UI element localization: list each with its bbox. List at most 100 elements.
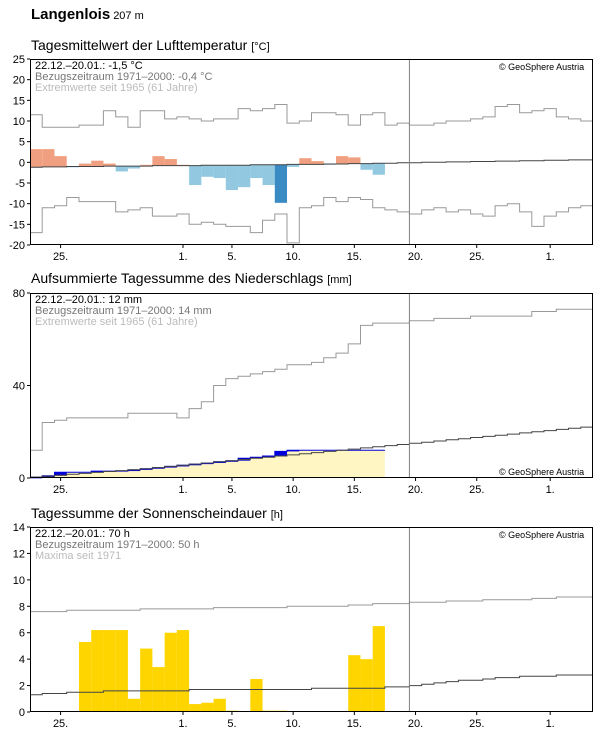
temperature-bar xyxy=(360,163,373,170)
precip-daily-block xyxy=(176,465,190,467)
sunshine-info: 22.12.–20.01.: 70 h Bezugszeitraum 1971–… xyxy=(35,529,200,562)
sunshine-bar xyxy=(127,698,141,712)
temperature-y-tick-label: 0 xyxy=(19,157,25,169)
temperature-bar xyxy=(262,164,275,186)
temperature-bar xyxy=(115,166,128,172)
temperature-bar xyxy=(372,163,385,175)
temperature-y-tick-label: -15 xyxy=(9,219,25,231)
temperature-y-tick-label: -20 xyxy=(9,240,25,252)
precip-unit: [mm] xyxy=(327,274,352,286)
temperature-y-tick-label: 10 xyxy=(13,116,25,128)
station-name: Langenlois xyxy=(31,6,111,23)
temperature-bar xyxy=(127,166,141,169)
temperature-x-tick-label: 25. xyxy=(53,251,68,263)
sunshine-y-tick-label: 8 xyxy=(19,601,25,613)
sunshine-bar xyxy=(78,641,92,712)
sunshine-maxima-note: Maxima seit 1971 xyxy=(35,550,122,562)
temperature-bar xyxy=(250,164,263,179)
sunshine-bar xyxy=(140,648,153,712)
precip-x-tick-label: 15. xyxy=(347,484,362,496)
sunshine-max-line xyxy=(30,596,593,613)
precip-title-text: Aufsummierte Tagessumme des Niederschlag… xyxy=(31,270,324,286)
sunshine-frame xyxy=(30,527,593,712)
sunshine-bar xyxy=(348,655,361,712)
precip-daily-block xyxy=(250,457,263,459)
precip-max-line xyxy=(30,308,593,451)
temperature-bar xyxy=(348,157,361,164)
sunshine-x-tick-label: 15. xyxy=(347,718,362,729)
sunshine-bar xyxy=(164,632,177,712)
sunshine-bar xyxy=(372,626,385,712)
temperature-frame xyxy=(30,59,593,245)
precip-reference-value: Bezugszeitraum 1971–2000: 14 mm xyxy=(35,305,212,317)
copyright-sunshine: © GeoSphere Austria xyxy=(499,530,585,540)
sunshine-title: Tagessumme der Sonnenscheindauer [h] xyxy=(31,505,283,521)
sunshine-plot: 0 2 4 6 8 10 12 14 25. 1. 5. 10. 15. 20. 25. 1. xyxy=(13,522,593,729)
precip-y-tick-label: 80 xyxy=(13,288,25,300)
temperature-bar xyxy=(311,161,324,165)
precip-daily-block xyxy=(54,472,67,476)
precip-x-tick-label: 5. xyxy=(227,484,236,496)
sunshine-period-value: 22.12.–20.01.: 70 h xyxy=(35,528,130,540)
sunshine-bar xyxy=(250,678,263,712)
sunshine-y-tick-label: 12 xyxy=(13,548,25,560)
sunshine-x-tick-label: 20. xyxy=(408,718,423,729)
precip-x-tick-label: 10. xyxy=(285,484,300,496)
sunshine-bar xyxy=(91,630,104,712)
sunshine-y-tick-label: 0 xyxy=(19,707,25,719)
precip-daily-block xyxy=(225,460,239,462)
temperature-title: Tagesmittelwert der Lufttemperatur [°C] xyxy=(31,37,270,53)
precip-daily-block xyxy=(287,450,300,452)
temperature-bar xyxy=(238,165,251,188)
sunshine-bar xyxy=(115,630,128,712)
sunshine-x-tick-label: 25. xyxy=(469,718,484,729)
temperature-bar xyxy=(140,164,153,167)
precip-daily-block xyxy=(127,469,141,472)
temperature-min-line xyxy=(30,197,593,244)
precip-daily-block xyxy=(274,451,288,457)
temperature-bar xyxy=(30,149,43,168)
temperature-y-tick-label: -5 xyxy=(15,178,25,190)
temperature-plot: -20 -15 -10 -5 0 5 10 15 20 25 25. 1. 5. 10. 15. 20. 25.… xyxy=(9,54,593,263)
precip-daily-block xyxy=(140,468,153,470)
precip-x-tick-label: 20. xyxy=(408,484,423,496)
temperature-bar xyxy=(201,165,214,177)
sunshine-x-tick-label: 1. xyxy=(178,718,187,729)
temperature-info: 22.12.–20.01.: -1,5 °C Bezugszeitraum 19… xyxy=(35,61,212,94)
sunshine-x-tick-label: 25. xyxy=(53,718,68,729)
precip-period-value: 22.12.–20.01.: 12 mm xyxy=(35,294,143,306)
sunshine-y-tick-label: 2 xyxy=(19,681,25,693)
sunshine-y-tick-label: 4 xyxy=(19,654,25,666)
sunshine-y-tick-label: 14 xyxy=(13,522,25,534)
precip-x-tick-label: 25. xyxy=(53,484,68,496)
temperature-max-line xyxy=(30,104,593,128)
precip-daily-block xyxy=(91,471,104,473)
precip-frame xyxy=(30,293,593,478)
precip-y-tick-label: 0 xyxy=(19,473,25,485)
temperature-x-tick-label: 5. xyxy=(227,251,236,263)
sunshine-unit: [h] xyxy=(270,509,283,521)
temperature-bar xyxy=(189,165,202,186)
precip-daily-block xyxy=(189,464,202,466)
precip-info: 22.12.–20.01.: 12 mm Bezugszeitraum 1971… xyxy=(35,295,212,328)
sunshine-bar xyxy=(152,667,165,712)
precip-x-tick-label: 1. xyxy=(178,484,187,496)
precip-daily-block xyxy=(213,461,226,463)
temperature-y-tick-label: 25 xyxy=(13,54,25,66)
station-header: Langenlois 207 m xyxy=(31,6,144,23)
temperature-x-tick-label: 20. xyxy=(408,251,423,263)
temperature-bar xyxy=(42,149,55,167)
precip-daily-block xyxy=(152,467,165,469)
station-elevation: 207 m xyxy=(113,10,144,22)
temperature-x-tick-label: 10. xyxy=(285,251,300,263)
temperature-bar xyxy=(91,160,104,167)
temperature-bar xyxy=(274,164,288,203)
temperature-y-tick-label: 5 xyxy=(19,137,25,149)
sunshine-reference-value: Bezugszeitraum 1971–2000: 50 h xyxy=(35,539,200,551)
temperature-bar xyxy=(299,158,312,165)
sunshine-bar xyxy=(201,702,214,712)
temperature-y-tick-label: -10 xyxy=(9,199,25,211)
temperature-bar xyxy=(287,164,300,167)
